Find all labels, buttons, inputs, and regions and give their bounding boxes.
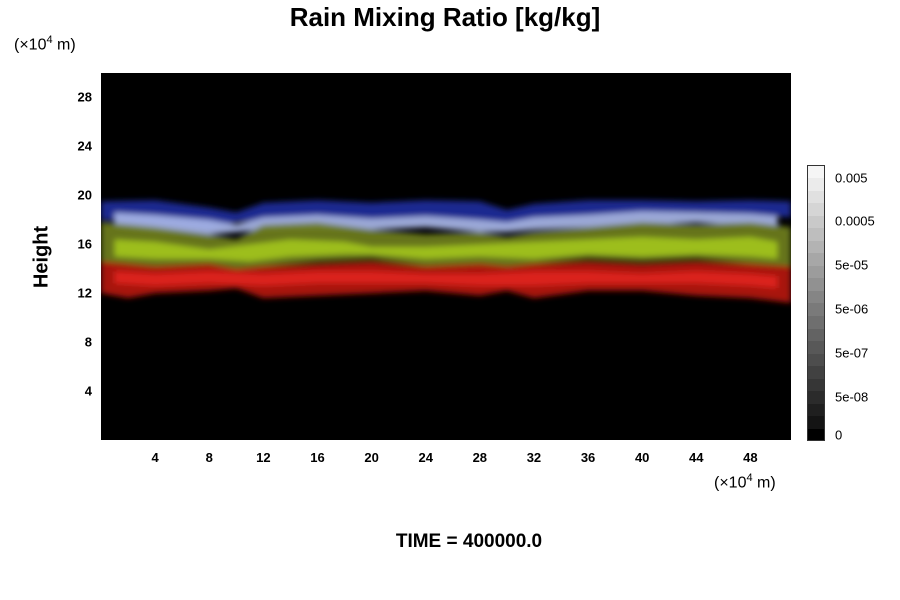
colorbar-cell xyxy=(807,415,825,429)
colorbar-tick-label: 5e-05 xyxy=(835,257,869,273)
colorbar-cell xyxy=(807,227,825,241)
colorbar-tick-label: 5e-08 xyxy=(835,389,869,405)
colorbar-cell xyxy=(807,365,825,379)
y-tick-label: 28 xyxy=(77,89,92,105)
x-tick-label: 36 xyxy=(580,450,596,465)
x-tick-label: 4 xyxy=(151,450,159,465)
colorbar-cell xyxy=(807,177,825,191)
colorbar-cell xyxy=(807,240,825,254)
colorbar-cell xyxy=(807,353,825,367)
colorbar-tick-label: 0.0005 xyxy=(835,213,875,229)
y-tick-label: 12 xyxy=(77,285,92,301)
colorbar-cell xyxy=(807,340,825,354)
time-label: TIME = 400000.0 xyxy=(395,531,543,552)
colorbar-cell xyxy=(807,428,825,442)
heatmap-band-0 xyxy=(101,200,791,230)
x-tick-label: 24 xyxy=(418,450,433,465)
colorbar-cell xyxy=(807,403,825,417)
heatmap-svg xyxy=(101,200,791,303)
colorbar-frame xyxy=(807,165,825,441)
heatmap-band-3 xyxy=(114,236,778,262)
colorbar-tick-label: 0.005 xyxy=(835,170,868,186)
x-tick-label: 16 xyxy=(310,450,325,465)
colorbar-cell xyxy=(807,378,825,392)
y-axis-label: Height xyxy=(30,225,53,289)
colorbar-tick-label: 5e-06 xyxy=(835,301,869,317)
y-tick-label: 16 xyxy=(77,236,92,252)
colorbar-cell xyxy=(807,265,825,279)
colorbar-cell xyxy=(807,290,825,304)
x-tick-label: 12 xyxy=(256,450,271,465)
plot-area xyxy=(101,73,791,440)
colorbar xyxy=(807,165,825,442)
colorbar-cell xyxy=(807,190,825,204)
colorbar-tick-label: 5e-07 xyxy=(835,345,869,361)
x-tick-label: 8 xyxy=(205,450,213,465)
colorbar-cell xyxy=(807,202,825,216)
colorbar-tick-label: 0 xyxy=(835,427,843,443)
colorbar-cell xyxy=(807,328,825,342)
colorbar-cell xyxy=(807,215,825,229)
colorbar-cell xyxy=(807,315,825,329)
colorbar-cell xyxy=(807,303,825,316)
y-tick-label: 4 xyxy=(84,383,92,399)
y-axis-unit: (×104 m) xyxy=(14,34,76,54)
colorbar-cell xyxy=(807,390,825,404)
y-tick-label: 24 xyxy=(77,138,92,154)
x-tick-label: 48 xyxy=(743,450,758,465)
x-axis-unit: (×104 m) xyxy=(714,472,776,492)
chart-title: Rain Mixing Ratio [kg/kg] xyxy=(289,2,601,32)
colorbar-cell xyxy=(807,165,825,178)
x-tick-label: 20 xyxy=(364,450,379,465)
x-tick-label: 28 xyxy=(472,450,488,465)
colorbar-cell xyxy=(807,252,825,266)
x-tick-label: 40 xyxy=(634,450,650,465)
x-tick-label: 32 xyxy=(526,450,542,465)
x-tick-label: 44 xyxy=(689,450,704,465)
colorbar-cell xyxy=(807,277,825,291)
y-tick-label: 8 xyxy=(84,334,92,350)
y-tick-label: 20 xyxy=(77,187,92,203)
heatmap-band-5 xyxy=(114,271,778,289)
